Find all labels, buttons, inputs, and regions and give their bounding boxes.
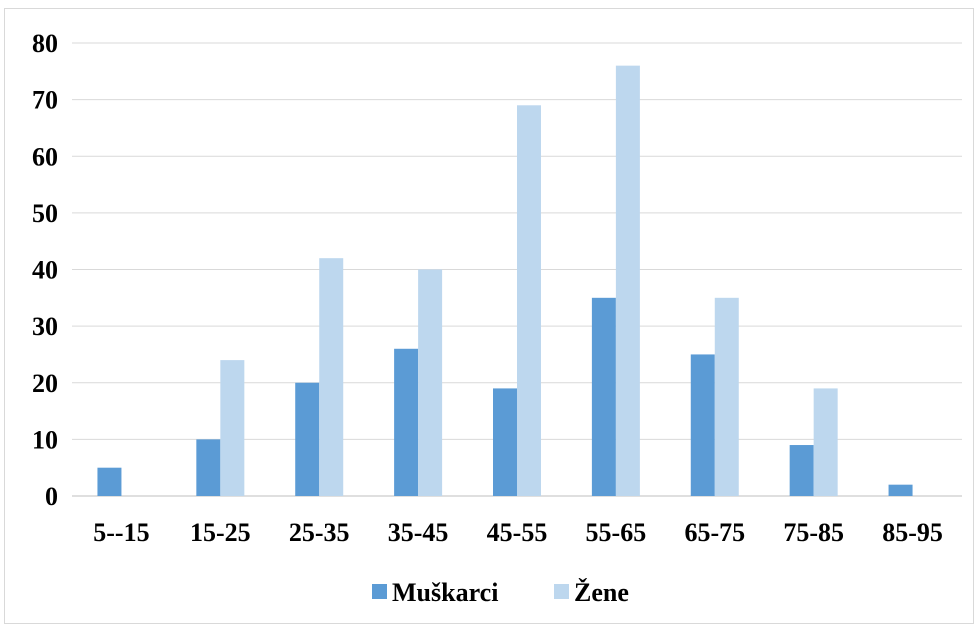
y-tick-label: 20 <box>32 369 58 398</box>
bar-muskarci-25-35 <box>295 382 320 496</box>
y-tick-label: 0 <box>45 482 58 511</box>
x-tick-label: 15-25 <box>190 518 251 547</box>
bar-muskarci-55-65 <box>591 297 616 496</box>
legend-swatch-muskarci <box>372 584 387 599</box>
y-tick-label: 70 <box>32 86 58 115</box>
bar-zene-25-35 <box>319 258 344 496</box>
legend-swatch-zene <box>554 584 569 599</box>
x-tick-label: 45-55 <box>487 518 548 547</box>
legend-label-zene: Žene <box>574 578 629 607</box>
bar-muskarci-45-55 <box>493 388 517 496</box>
bar-zene-15-25 <box>220 360 245 496</box>
y-tick-label: 30 <box>32 312 58 341</box>
bar-muskarci-65-75 <box>690 354 715 496</box>
y-tick-label: 80 <box>32 29 58 58</box>
chart-frame <box>4 8 974 624</box>
x-axis-ticks: 5--15 15-25 25-35 35-45 45-55 55-65 65-75 75-85… <box>93 518 943 547</box>
bar-muskarci-5--15 <box>97 467 122 496</box>
bar-zene-45-55 <box>517 105 541 496</box>
y-tick-label: 40 <box>32 256 58 285</box>
x-tick-label: 65-75 <box>684 518 745 547</box>
legend: Muškarci Žene <box>372 578 629 607</box>
bar-muskarci-15-25 <box>196 439 221 496</box>
bar-muskarci-75-85 <box>789 445 814 496</box>
x-tick-label: 55-65 <box>586 518 647 547</box>
bar-zene-75-85 <box>813 388 838 496</box>
x-tick-label: 5--15 <box>93 518 149 547</box>
y-tick-label: 50 <box>32 199 58 228</box>
x-tick-label: 75-85 <box>783 518 844 547</box>
x-tick-label: 25-35 <box>289 518 350 547</box>
x-tick-label: 35-45 <box>388 518 449 547</box>
y-tick-label: 10 <box>32 425 58 454</box>
bar-zene-35-45 <box>418 269 443 496</box>
bars <box>97 65 913 497</box>
bar-zene-65-75 <box>714 297 739 496</box>
bar-zene-55-65 <box>615 65 640 497</box>
bar-muskarci-35-45 <box>394 348 419 496</box>
bar-muskarci-85-95 <box>888 484 913 496</box>
y-tick-label: 60 <box>32 142 58 171</box>
y-axis-ticks: 0 10 20 30 40 50 60 70 80 <box>32 29 58 511</box>
x-tick-label: 85-95 <box>882 518 943 547</box>
legend-label-muskarci: Muškarci <box>392 578 498 607</box>
